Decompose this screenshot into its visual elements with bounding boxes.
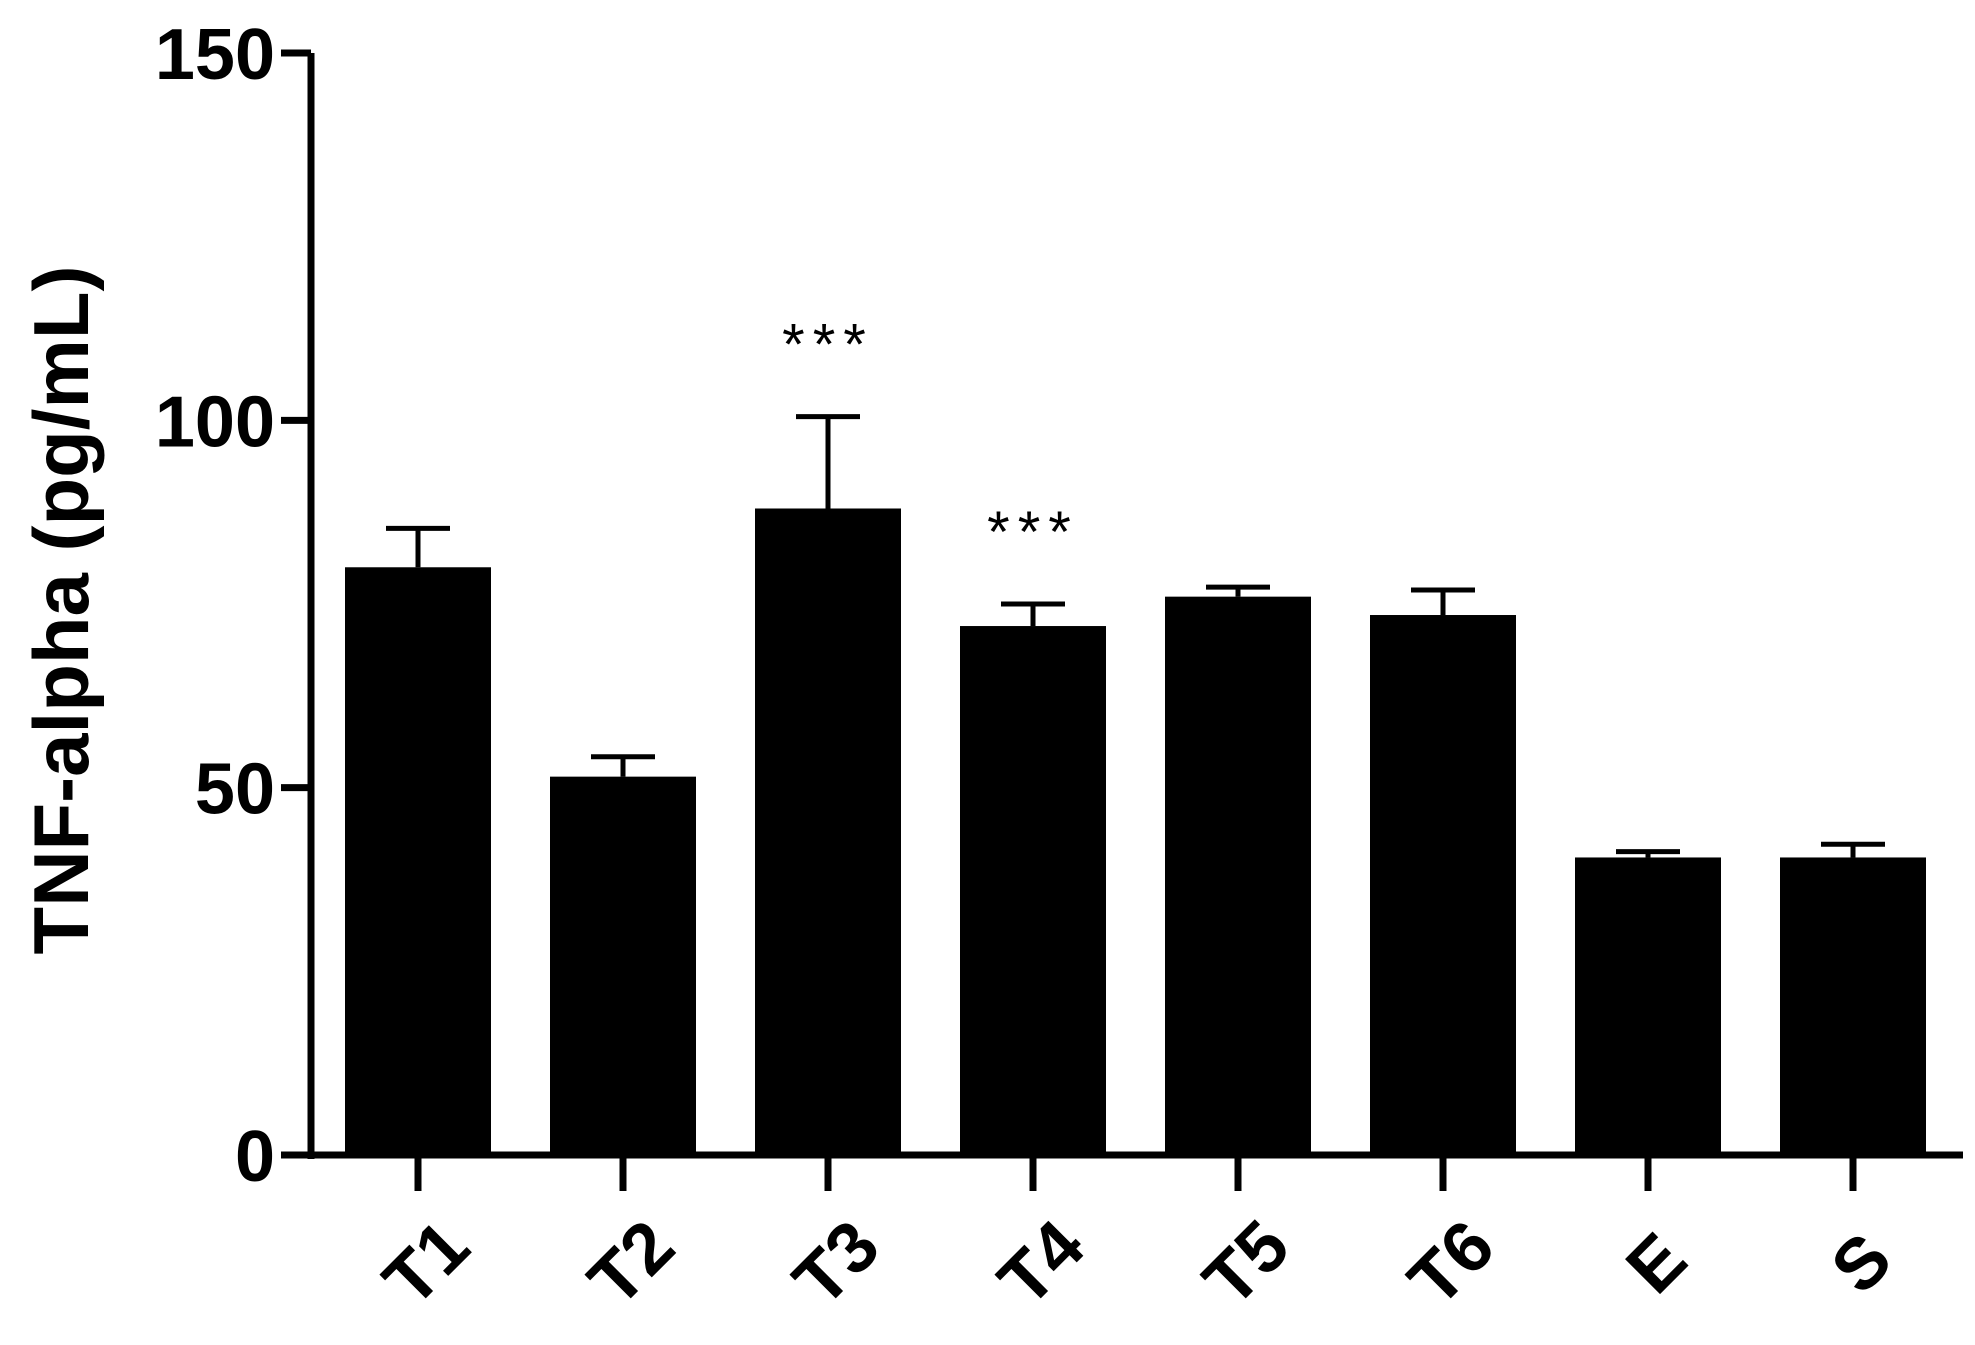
x-tick-label: E — [1611, 1218, 1702, 1309]
x-tick-label: T5 — [1189, 1206, 1305, 1322]
x-tick-label: T4 — [984, 1206, 1100, 1322]
y-axis-title: TNF-alpha (pg/mL) — [17, 266, 105, 955]
y-tick-label: 0 — [235, 1117, 275, 1197]
y-tick-label: 50 — [195, 750, 275, 830]
x-tick-label: T1 — [369, 1206, 485, 1322]
bar — [550, 776, 696, 1155]
error-bars — [386, 414, 1885, 858]
significance-label: *** — [987, 500, 1079, 565]
x-tick-label: T3 — [779, 1206, 895, 1322]
y-tick-label: 150 — [155, 15, 275, 95]
x-axis: T1 T2 T3 T4 T5 T6 E S — [281, 1151, 1963, 1322]
bar — [755, 508, 901, 1155]
bar — [1370, 615, 1516, 1155]
y-tick-label: 100 — [155, 382, 275, 462]
significance-annotations: *** *** — [782, 313, 1079, 565]
bar — [345, 567, 491, 1155]
bar — [1165, 596, 1311, 1155]
x-tick-label: S — [1816, 1218, 1907, 1309]
y-axis: 0 50 100 150 — [155, 15, 315, 1197]
bars — [345, 508, 1926, 1155]
x-tick-label: T2 — [574, 1206, 690, 1322]
bar — [1575, 857, 1721, 1155]
bar — [960, 626, 1106, 1155]
significance-label: *** — [782, 313, 874, 378]
x-tick-label: T6 — [1394, 1206, 1510, 1322]
bar — [1780, 857, 1926, 1155]
